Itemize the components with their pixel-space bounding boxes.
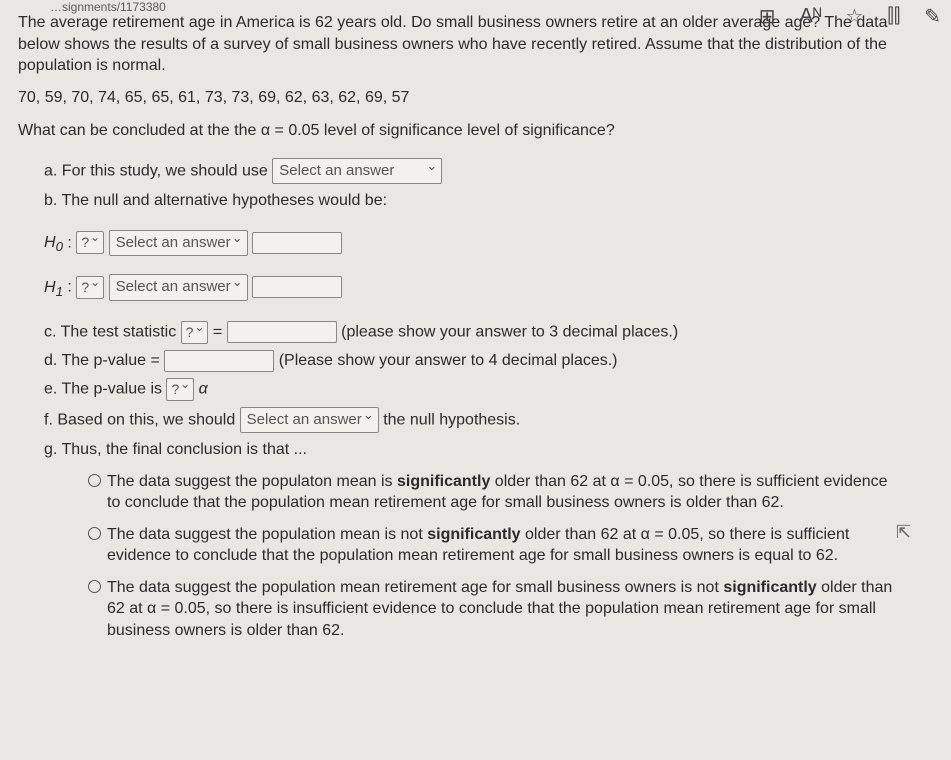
test-stat-input[interactable] [227, 321, 337, 343]
h1-value-input[interactable] [252, 276, 342, 298]
h0-param-select[interactable]: ? [76, 231, 104, 254]
part-a: a. For this study, we should use Select … [44, 158, 933, 184]
part-e-label: e. The p-value is [44, 380, 166, 397]
radio-icon[interactable] [88, 580, 101, 593]
part-a-select[interactable]: Select an answer [272, 158, 442, 184]
pvalue-compare-select[interactable]: ? [166, 378, 194, 401]
part-f-label: f. Based on this, we should [44, 411, 240, 428]
part-d-hint: (Please show your answer to 4 decimal pl… [279, 352, 618, 369]
part-d: d. The p-value = (Please show your answe… [44, 350, 933, 372]
part-c-label: c. The test statistic [44, 324, 176, 341]
conclusion-choice-3[interactable]: The data suggest the population mean ret… [88, 577, 933, 642]
part-a-label: a. For this study, we should use [44, 162, 268, 179]
part-f: f. Based on this, we should Select an an… [44, 407, 933, 433]
radio-icon[interactable] [88, 474, 101, 487]
choice-3-text: The data suggest the population mean ret… [107, 577, 903, 642]
part-b-label: b. The null and alternative hypotheses w… [44, 190, 933, 212]
edit-icon[interactable]: ✎ [924, 4, 941, 29]
h1-symbol: H1 [44, 279, 63, 296]
text-size-icon[interactable]: Aᴺ [800, 5, 822, 28]
h1-relation-select[interactable]: Select an answer [109, 274, 248, 300]
test-stat-symbol-select[interactable]: ? [181, 321, 209, 344]
part-c: c. The test statistic ? = (please show y… [44, 321, 933, 344]
h0-colon: : [63, 234, 76, 251]
h0-relation-select[interactable]: Select an answer [109, 230, 248, 256]
favorite-star-icon[interactable]: ☆ [845, 4, 863, 29]
h0-symbol: H0 [44, 234, 63, 251]
data-values: 70, 59, 70, 74, 65, 65, 61, 73, 73, 69, … [18, 87, 933, 109]
choice-1-text: The data suggest the populaton mean is s… [107, 471, 903, 514]
conclusion-choice-1[interactable]: The data suggest the populaton mean is s… [88, 471, 933, 514]
part-c-hint: (please show your answer to 3 decimal pl… [341, 324, 678, 341]
h1-colon: : [63, 279, 76, 296]
cursor-icon: ⇱ [896, 522, 911, 543]
part-g-label: g. Thus, the final conclusion is that ..… [44, 439, 933, 461]
url-fragment: …signments/1173380 [50, 0, 166, 14]
h0-row: H0 : ? Select an answer [44, 230, 933, 257]
choice-2-text: The data suggest the population mean is … [107, 524, 903, 567]
browser-toolbar: ⊞ Aᴺ ☆ ⫿⫿ ✎ [759, 4, 941, 29]
equals-sign: = [208, 324, 226, 341]
decision-select[interactable]: Select an answer [240, 407, 379, 433]
part-d-label: d. The p-value = [44, 352, 164, 369]
conclusion-choice-2[interactable]: The data suggest the population mean is … [88, 524, 933, 567]
h1-param-select[interactable]: ? [76, 276, 104, 299]
h0-value-input[interactable] [252, 232, 342, 254]
pvalue-input[interactable] [164, 350, 274, 372]
collections-icon[interactable]: ⫿⫿ [887, 5, 900, 28]
grid-icon[interactable]: ⊞ [759, 4, 776, 29]
problem-content: The average retirement age in America is… [0, 0, 951, 642]
part-e: e. The p-value is ? α [44, 378, 933, 401]
main-question: What can be concluded at the the α = 0.0… [18, 120, 933, 142]
h1-row: H1 : ? Select an answer [44, 274, 933, 301]
part-f-tail: the null hypothesis. [383, 411, 520, 428]
alpha-symbol: α [194, 380, 208, 397]
radio-icon[interactable] [88, 527, 101, 540]
